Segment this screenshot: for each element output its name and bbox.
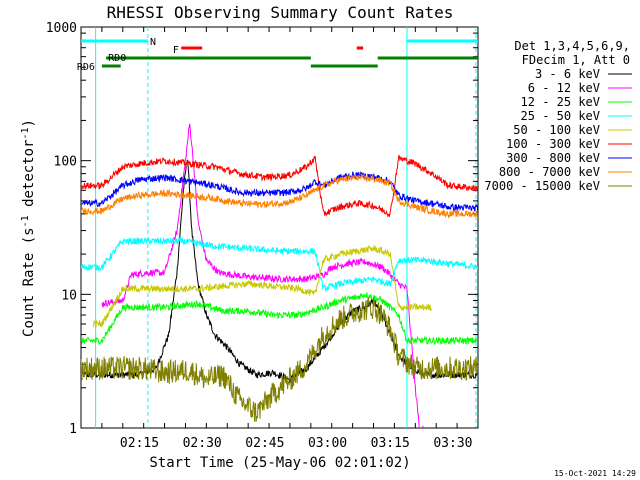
series-line-5 [81,154,478,218]
legend-label: 50 - 100 keV [513,123,600,137]
y-tick-label: 100 [54,155,77,170]
footer-timestamp: 15-Oct-2021 14:29 [554,469,636,478]
legend-label: 800 - 7000 keV [499,165,600,179]
y-tick-label: 1 [69,422,77,437]
plot-area: 1 10 100 1000 02:15 02:30 02:45 03:00 03:15 03:30… [46,21,479,451]
series-line-7 [81,173,478,219]
legend-label: 3 - 6 keV [535,67,600,81]
status-bar-label: N [150,37,156,48]
series-lines [81,123,478,428]
x-tick-label: 02:30 [183,436,222,451]
series-line-8 [81,297,478,422]
series-line-3 [81,236,478,292]
series-line-1 [101,123,424,428]
x-tick-label: 03:30 [433,436,472,451]
x-tick-label: 02:15 [120,436,159,451]
x-tick-label: 02:45 [245,436,284,451]
x-axis-label: Start Time (25-May-06 02:01:02) [149,455,410,471]
status-bar-label: RD6 [77,62,95,73]
legend-label: 100 - 300 keV [506,137,600,151]
series-line-6 [81,170,478,212]
y-axis-label-mid: detector [21,140,37,216]
legend-label: 12 - 25 keV [521,95,600,109]
legend: Det 1,3,4,5,6,9,FDecim 1, Att 03 - 6 keV… [484,39,632,193]
chart-title: RHESSI Observing Summary Count Rates [107,3,454,22]
legend-label: 7000 - 15000 keV [484,179,600,193]
status-bar-label: F [173,45,179,56]
y-axis-label-exp1: -1 [20,215,31,227]
y-axis-label-exp2: -1 [20,127,31,139]
legend-label: 6 - 12 keV [528,81,600,95]
legend-header: Det 1,3,4,5,6,9, [514,39,630,53]
status-bar-label: RD0 [108,53,126,64]
y-tick-label: 1000 [46,21,77,36]
x-tick-label: 03:00 [308,436,347,451]
series-line-4 [93,244,432,329]
y-tick-label: 10 [61,288,77,303]
y-axis-label: Count Rate (s-1 detector-1) [20,119,37,337]
x-tick-label: 03:15 [371,436,410,451]
y-axis-label-base: Count Rate (s [21,227,37,337]
series-line-2 [81,292,478,346]
legend-label: 300 - 800 keV [506,151,600,165]
legend-header: FDecim 1, Att 0 [522,53,630,67]
y-axis-label-end: ) [21,119,37,127]
legend-label: 25 - 50 keV [521,109,600,123]
plot-frame [80,26,479,429]
